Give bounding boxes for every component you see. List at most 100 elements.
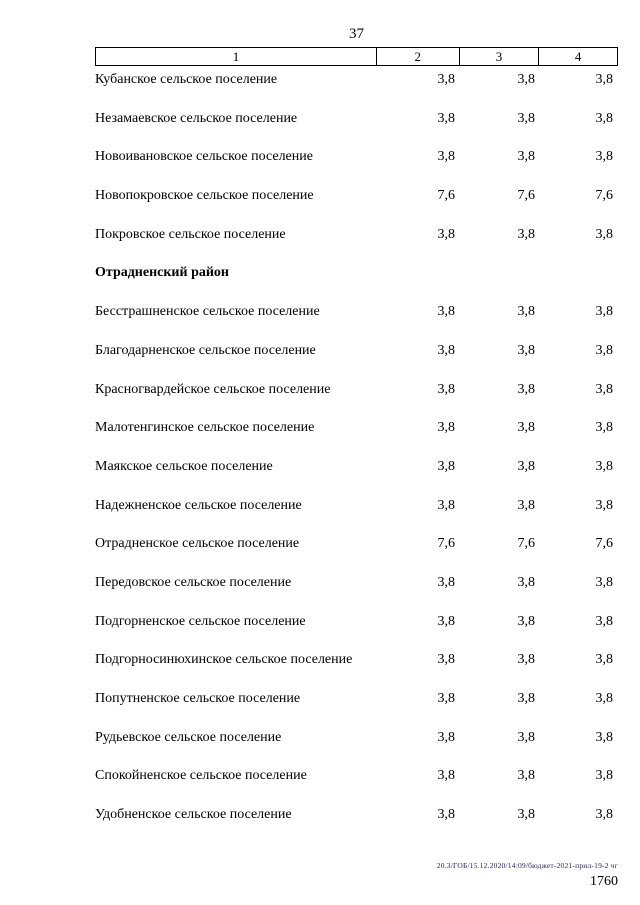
value-col-3: 3,8 xyxy=(517,381,536,397)
table-header-col-2: 2 xyxy=(377,48,460,65)
settlement-name: Благодарненское сельское поселение xyxy=(95,342,316,358)
table-header-col-1: 1 xyxy=(96,48,377,65)
settlement-name: Маякское сельское поселение xyxy=(95,458,273,474)
document-footer-stamp: 20.3/ГОБ/15.12.2020/14:09/бюджет-2021-пр… xyxy=(436,861,618,870)
value-col-3: 3,8 xyxy=(517,691,536,706)
table-row: Покровское сельское поселение 3,8 3,8 3,8 xyxy=(95,221,618,260)
value-col-4: 7,6 xyxy=(595,536,614,552)
settlement-name: Красногвардейское сельское поселение xyxy=(95,381,331,397)
table-row: Кубанское сельское поселение 3,8 3,8 3,8 xyxy=(95,66,618,105)
value-col-3: 3,8 xyxy=(517,342,536,358)
settlement-name: Удобненское сельское поселение xyxy=(95,807,292,823)
settlement-name: Покровское сельское поселение xyxy=(95,226,286,242)
value-col-3: 3,8 xyxy=(517,807,536,823)
value-col-2: 3,8 xyxy=(437,304,456,320)
value-col-2: 3,8 xyxy=(437,226,456,242)
value-col-3: 3,8 xyxy=(517,729,536,745)
value-col-2: 3,8 xyxy=(437,807,456,823)
page-number-bottom: 1760 xyxy=(590,874,618,889)
value-col-2: 3,8 xyxy=(437,72,456,87)
table-header-row: 1 2 3 4 xyxy=(95,47,618,66)
table-row: Рудьевское сельское поселение 3,8 3,8 3,8 xyxy=(95,724,618,763)
value-col-2: 3,8 xyxy=(437,652,456,668)
value-col-3: 3,8 xyxy=(517,497,536,513)
value-col-4: 3,8 xyxy=(595,613,614,629)
table-row: Надежненское сельское поселение 3,8 3,8 3,8 xyxy=(95,492,618,531)
value-col-4: 3,8 xyxy=(595,304,614,320)
table-body: Кубанское сельское поселение 3,8 3,8 3,8 Нез… xyxy=(95,66,618,840)
settlement-name: Подгорносинюхинское сельское поселение xyxy=(95,652,353,668)
table-row: Благодарненское сельское поселение 3,8 3,8… xyxy=(95,337,618,376)
settlement-name: Малотенгинское сельское поселение xyxy=(95,420,315,436)
value-col-3: 3,8 xyxy=(517,226,536,242)
value-col-4: 3,8 xyxy=(595,458,614,474)
value-col-3: 3,8 xyxy=(517,420,536,436)
table-row: Красногвардейское сельское поселение 3,8 3… xyxy=(95,376,618,415)
value-col-2: 3,8 xyxy=(437,729,456,745)
value-col-2: 3,8 xyxy=(437,574,456,590)
value-col-4: 3,8 xyxy=(595,420,614,436)
settlement-name: Отрадненское сельское поселение xyxy=(95,536,300,552)
table-header-col-3: 3 xyxy=(460,48,540,65)
value-col-4: 3,8 xyxy=(595,110,614,126)
value-col-3: 3,8 xyxy=(517,149,536,165)
section-title: Отрадненский район xyxy=(95,265,229,281)
value-col-3: 7,6 xyxy=(517,536,536,552)
table-row: Отрадненское сельское поселение 7,6 7,6 7,6 xyxy=(95,530,618,569)
table-row: Маякское сельское поселение 3,8 3,8 3,8 xyxy=(95,453,618,492)
value-col-3: 3,8 xyxy=(517,768,536,784)
value-col-4: 3,8 xyxy=(595,342,614,358)
table-row: Попутненское сельское поселение 3,8 3,8 3,8 xyxy=(95,685,618,724)
value-col-4: 3,8 xyxy=(595,72,614,87)
value-col-2: 3,8 xyxy=(437,149,456,165)
value-col-3: 3,8 xyxy=(517,110,536,126)
settlement-name: Подгорненское сельское поселение xyxy=(95,613,306,629)
table-row: Малотенгинское сельское поселение 3,8 3,8 3… xyxy=(95,414,618,453)
settlement-name: Новоивановское сельское поселение xyxy=(95,149,313,165)
value-col-2: 3,8 xyxy=(437,691,456,706)
value-col-4: 3,8 xyxy=(595,381,614,397)
table-header-col-4: 4 xyxy=(574,49,582,64)
value-col-4: 3,8 xyxy=(595,652,614,668)
value-col-4: 7,6 xyxy=(595,188,614,204)
settlement-name: Кубанское сельское поселение xyxy=(95,72,278,87)
value-col-4: 3,8 xyxy=(595,691,614,706)
value-col-2: 3,8 xyxy=(437,768,456,784)
value-col-2: 3,8 xyxy=(437,613,456,629)
section-row: Отрадненский район xyxy=(95,259,618,298)
value-col-2: 3,8 xyxy=(437,458,456,474)
settlement-name: Рудьевское сельское поселение xyxy=(95,729,282,745)
value-col-4: 3,8 xyxy=(595,226,614,242)
settlement-name: Спокойненское сельское поселение xyxy=(95,768,307,784)
value-col-2: 3,8 xyxy=(437,381,456,397)
table-row: Бесстрашненское сельское поселение 3,8 3,8… xyxy=(95,298,618,337)
value-col-2: 3,8 xyxy=(437,110,456,126)
value-col-3: 3,8 xyxy=(517,72,536,87)
table-row: Незамаевское сельское поселение 3,8 3,8 3,8 xyxy=(95,105,618,144)
table-row: Подгорносинюхинское сельское поселение 3,… xyxy=(95,646,618,685)
settlement-name: Попутненское сельское поселение xyxy=(95,691,301,706)
settlement-name: Незамаевское сельское поселение xyxy=(95,110,298,126)
table-row: Спокойненское сельское поселение 3,8 3,8 3,… xyxy=(95,762,618,801)
settlement-name: Надежненское сельское поселение xyxy=(95,497,302,513)
value-col-4: 3,8 xyxy=(595,729,614,745)
value-col-4: 3,8 xyxy=(595,149,614,165)
value-col-3: 3,8 xyxy=(517,458,536,474)
value-col-3: 3,8 xyxy=(517,574,536,590)
settlement-name: Новопокровское сельское поселение xyxy=(95,188,314,204)
settlement-name: Передовское сельское поселение xyxy=(95,574,292,590)
table-row: Подгорненское сельское поселение 3,8 3,8 3,… xyxy=(95,608,618,647)
value-col-3: 3,8 xyxy=(517,304,536,320)
value-col-2: 3,8 xyxy=(437,342,456,358)
table-row: Новопокровское сельское поселение 7,6 7,6 7… xyxy=(95,182,618,221)
value-col-2: 7,6 xyxy=(437,188,456,204)
table-row: Передовское сельское поселение 3,8 3,8 3,8 xyxy=(95,569,618,608)
value-col-4: 3,8 xyxy=(595,807,614,823)
value-col-4: 3,8 xyxy=(595,768,614,784)
value-col-3: 7,6 xyxy=(517,188,536,204)
value-col-2: 7,6 xyxy=(437,536,456,552)
value-col-3: 3,8 xyxy=(517,652,536,668)
value-col-2: 3,8 xyxy=(437,420,456,436)
table-row: Удобненское сельское поселение 3,8 3,8 3,8 xyxy=(95,801,618,840)
